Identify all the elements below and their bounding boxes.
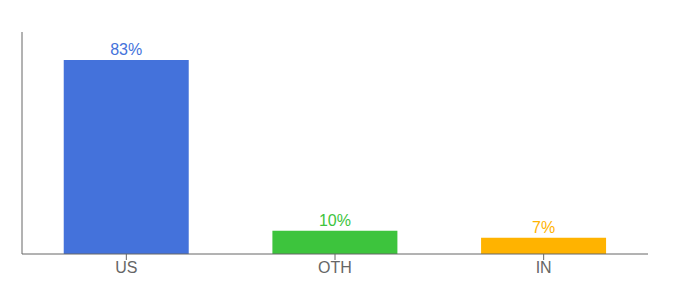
svg-text:10%: 10% (319, 212, 351, 229)
svg-text:IN: IN (536, 259, 552, 276)
svg-text:7%: 7% (532, 219, 555, 236)
svg-text:US: US (115, 259, 137, 276)
svg-text:OTH: OTH (318, 259, 352, 276)
svg-text:83%: 83% (110, 41, 142, 58)
